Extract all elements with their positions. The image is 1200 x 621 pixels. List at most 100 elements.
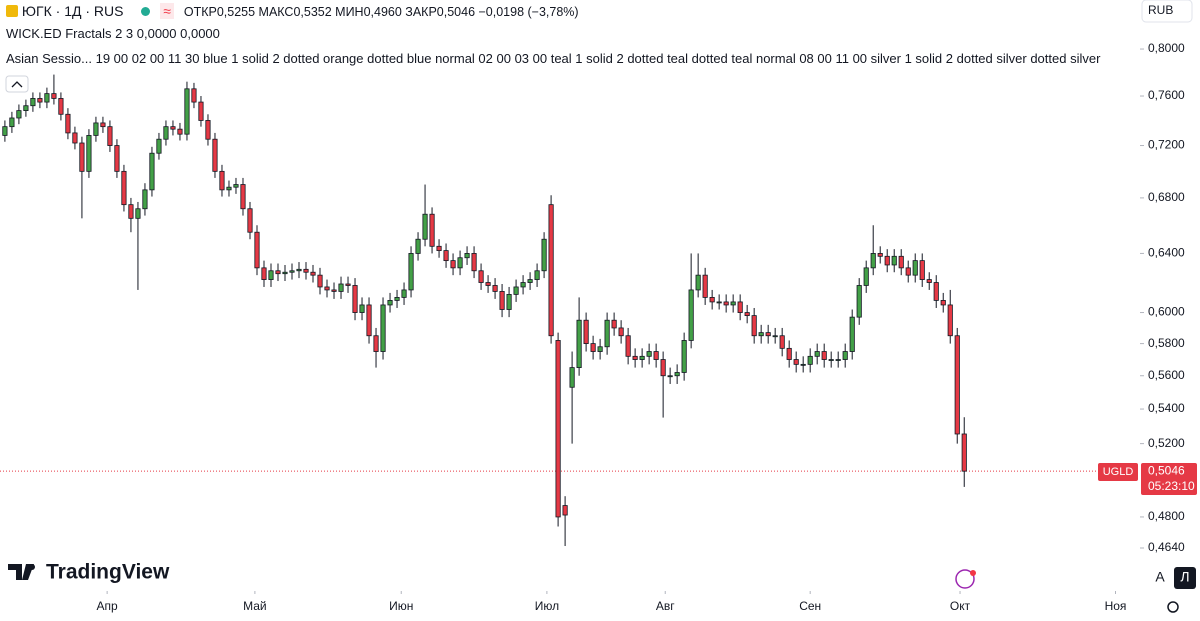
y-tick-label: 0,5400 <box>1148 401 1185 415</box>
candle-body <box>275 270 281 275</box>
candle-body <box>835 359 841 361</box>
candle-body <box>345 283 351 286</box>
candle-body <box>212 138 218 172</box>
candle-body <box>16 110 22 119</box>
candle-body <box>639 355 645 360</box>
candle-body <box>702 274 708 298</box>
candle-body <box>499 291 505 310</box>
settings-icon[interactable] <box>1167 601 1179 613</box>
candle-body <box>114 145 120 172</box>
candle-body <box>331 289 337 292</box>
currency-box[interactable] <box>1141 0 1193 23</box>
candle-body <box>268 270 274 280</box>
candle-body <box>695 274 701 291</box>
y-tick-label: 0,5600 <box>1148 368 1185 382</box>
candle-body <box>282 271 288 275</box>
candle-body <box>380 304 386 352</box>
candle-body <box>618 327 624 337</box>
candle-body <box>142 189 148 210</box>
candle-body <box>744 312 750 317</box>
candle-body <box>58 98 64 115</box>
x-tick-label: Авг <box>656 599 675 613</box>
candle-body <box>401 289 407 298</box>
candle-body <box>191 88 197 103</box>
candle-body <box>79 142 85 172</box>
y-tick-label: 0,7200 <box>1148 138 1185 152</box>
currency[interactable]: RUB <box>1148 3 1173 17</box>
candle-body <box>800 363 806 366</box>
candle-body <box>919 260 925 280</box>
x-tick-label: Ноя <box>1105 599 1127 613</box>
candle-body <box>2 126 8 136</box>
candle-body <box>737 301 743 313</box>
x-tick-label: Июн <box>389 599 413 613</box>
collapse-button[interactable] <box>5 75 29 93</box>
candle-body <box>534 270 540 280</box>
candle-body <box>422 213 428 240</box>
candle-body <box>625 335 631 357</box>
auto-button[interactable]: A <box>1155 569 1165 585</box>
candle-body <box>338 283 344 292</box>
candle-body <box>828 359 834 361</box>
logo: TradingView <box>46 561 170 584</box>
y-tick-label: 0,7600 <box>1148 88 1185 102</box>
candle-body <box>653 351 659 360</box>
candle-body <box>394 297 400 301</box>
candle-body <box>324 286 330 291</box>
log-button-bg[interactable] <box>1174 567 1196 589</box>
delay-icon: ≈ <box>160 3 174 19</box>
candle-body <box>905 267 911 276</box>
candle-body <box>548 204 554 337</box>
candle-body <box>492 285 498 292</box>
candle-body <box>254 231 260 269</box>
ticker-tag: UGLD <box>1103 466 1134 478</box>
candle-body <box>891 255 897 266</box>
log-button[interactable]: Л <box>1180 569 1189 585</box>
x-tick-label: Сен <box>799 599 821 613</box>
candle-body <box>156 138 162 154</box>
candle-body <box>849 316 855 352</box>
candle-body <box>947 304 953 337</box>
candle-body <box>261 267 267 280</box>
last-price-label: 0,5046 <box>1148 463 1185 477</box>
last-price-bg <box>1141 463 1197 495</box>
y-tick-label: 0,4640 <box>1148 540 1185 554</box>
candle-body <box>9 117 15 128</box>
candle-body <box>184 88 190 135</box>
alert-icon[interactable] <box>955 569 975 589</box>
candle-body <box>303 268 309 273</box>
candle-body <box>765 332 771 337</box>
candle-body <box>450 260 456 269</box>
candle-body <box>177 128 183 135</box>
candle-body <box>926 279 932 283</box>
candle-body <box>93 122 99 136</box>
candle-body <box>660 359 666 377</box>
y-tick-label: 0,8000 <box>1148 41 1185 55</box>
y-tick-label: 0,5200 <box>1148 436 1185 450</box>
candle-body <box>464 253 470 259</box>
candle-body <box>443 250 449 262</box>
candle-body <box>366 304 372 337</box>
candle-body <box>786 347 792 360</box>
candle-body <box>247 208 253 233</box>
candle-body <box>44 93 50 103</box>
x-tick-label: Май <box>243 599 267 613</box>
candle-body <box>163 126 169 140</box>
candle-body <box>373 335 379 352</box>
candle-body <box>933 282 939 301</box>
candle-body <box>527 279 533 283</box>
candle-body <box>863 267 869 286</box>
candle-body <box>478 270 484 283</box>
candle-body <box>954 335 960 435</box>
candle-body <box>562 505 568 516</box>
candle-body <box>555 340 561 518</box>
candle-body <box>884 255 890 266</box>
candle-body <box>226 186 232 191</box>
candle-body <box>632 355 638 360</box>
candle-body <box>590 343 596 352</box>
candle-body <box>149 152 155 191</box>
candle-body <box>807 355 813 365</box>
symbol: ЮГК · 1Д · RUS <box>21 3 124 19</box>
